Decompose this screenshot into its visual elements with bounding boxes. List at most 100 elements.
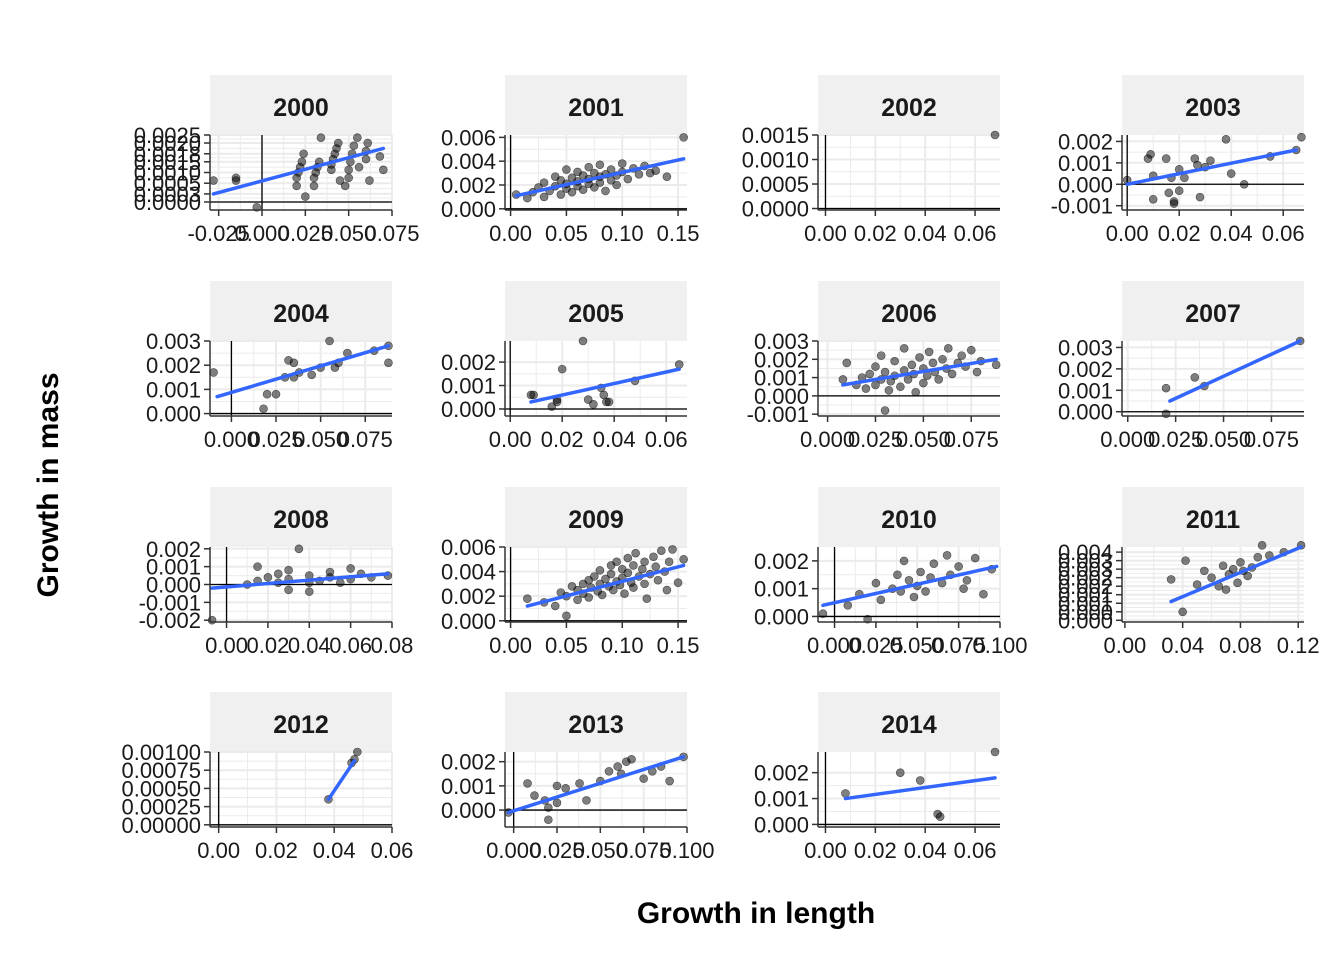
- data-point: [880, 367, 890, 377]
- facet-title: 2010: [881, 506, 937, 534]
- data-point: [567, 187, 577, 197]
- y-tick-label: 0.0015: [742, 123, 809, 148]
- data-point: [612, 180, 621, 190]
- y-tick-label: 0.004: [1058, 540, 1113, 565]
- facet-panel-2005: 2005 0.0000.0010.002 0.00 0.02 0.04 0.06: [441, 281, 688, 452]
- x-tick-label: 0.00: [1106, 221, 1149, 246]
- y-tick-label: 0.00000: [121, 813, 201, 838]
- data-point: [679, 133, 688, 142]
- data-point: [297, 157, 307, 167]
- data-point: [915, 776, 925, 785]
- y-tick-label: 0.00075: [121, 758, 201, 783]
- facet-strip: [210, 487, 392, 547]
- facet-title: 2005: [568, 300, 624, 328]
- data-point: [316, 133, 326, 142]
- x-tick-label: 0.04: [313, 838, 356, 863]
- y-tick-label: 0.0018: [134, 142, 201, 167]
- x-tick-label: 0.06: [645, 427, 688, 452]
- facet-strip: [505, 692, 687, 752]
- facet-title: 2013: [568, 711, 624, 739]
- data-point: [990, 747, 1000, 757]
- data-point: [575, 779, 584, 788]
- x-tick-label: 0.04: [1210, 221, 1253, 246]
- x-tick-label: 0.050: [293, 427, 348, 452]
- data-point: [573, 595, 582, 605]
- data-point: [604, 767, 614, 776]
- data-point: [604, 397, 614, 407]
- x-tick-label: 0.075: [616, 838, 671, 863]
- data-point: [934, 375, 943, 384]
- data-point: [838, 375, 848, 384]
- y-tick-label: 0.001: [441, 374, 496, 399]
- data-point: [361, 154, 371, 164]
- data-point: [1178, 607, 1187, 617]
- fit-line: [514, 157, 686, 198]
- data-point: [523, 779, 532, 788]
- data-point: [1195, 192, 1205, 202]
- data-point: [301, 192, 310, 201]
- y-tick-label: 0.003: [1058, 557, 1113, 582]
- y-tick-label: 0.00025: [121, 795, 201, 820]
- data-point: [1169, 199, 1179, 208]
- facet-strip: [818, 281, 1000, 341]
- data-point: [954, 562, 963, 571]
- data-point: [938, 354, 947, 364]
- data-point: [674, 360, 684, 369]
- fit-line: [211, 146, 386, 196]
- facet-panel-2011: 20110.0000.0000.0010.0010.0020.0020.0030…: [1058, 487, 1320, 658]
- data-point: [375, 152, 385, 161]
- y-tick-label: 0.00050: [121, 776, 201, 801]
- data-point: [651, 166, 661, 176]
- facet-strip: [210, 75, 392, 135]
- data-point: [865, 369, 875, 379]
- x-tick-label: 0.02: [255, 838, 298, 863]
- data-point: [962, 576, 972, 585]
- data-point: [629, 561, 638, 570]
- y-tick-label: 0.000: [441, 798, 496, 823]
- data-point: [584, 593, 594, 602]
- data-point: [578, 185, 588, 195]
- data-point: [1161, 154, 1171, 163]
- x-tick-label: 0.050: [890, 633, 945, 658]
- y-tick-label: 0.001: [1058, 378, 1113, 403]
- data-point: [1146, 149, 1155, 159]
- facet-panels: 20000.00000.00030.00050.00100.00150.0018…: [121, 75, 1320, 863]
- data-point: [354, 162, 364, 172]
- y-tick-label: 0.0020: [134, 131, 201, 156]
- data-point: [863, 614, 872, 624]
- y-tick-label: 0.003: [1058, 549, 1113, 574]
- fit-line: [841, 357, 998, 387]
- data-point: [335, 578, 345, 588]
- facet-strip: [818, 692, 1000, 752]
- data-point: [530, 791, 539, 800]
- data-point: [909, 592, 919, 602]
- x-tick-label: 0.08: [371, 633, 414, 658]
- x-tick-label: 0.10: [601, 633, 644, 658]
- facet-title: 2012: [273, 711, 329, 739]
- data-point: [653, 575, 663, 585]
- data-point: [1192, 580, 1202, 589]
- y-tick-label: 0.003: [146, 329, 201, 354]
- x-tick-label: 0.04: [288, 633, 331, 658]
- x-tick-label: 0.10: [601, 221, 644, 246]
- x-tick-label: 0.025: [248, 427, 303, 452]
- data-point: [1257, 540, 1267, 550]
- data-point: [1161, 383, 1171, 393]
- fit-line: [1168, 339, 1302, 403]
- x-tick-label: 0.075: [944, 427, 999, 452]
- x-tick-label: 0.06: [954, 221, 997, 246]
- y-tick-label: 0.002: [146, 537, 201, 562]
- facet-title: 2007: [1185, 300, 1241, 328]
- data-point: [899, 556, 909, 566]
- data-point: [1253, 552, 1263, 562]
- x-tick-label: 0.075: [1244, 427, 1299, 452]
- y-tick-label: 0.006: [441, 535, 496, 560]
- data-point: [346, 564, 355, 573]
- panel-background: [210, 752, 392, 827]
- data-point: [544, 803, 553, 812]
- data-point: [919, 378, 928, 388]
- data-point: [578, 336, 588, 346]
- x-tick-label: 0.00: [489, 221, 532, 246]
- x-tick-label: 0.025: [1148, 427, 1203, 452]
- data-point: [294, 544, 304, 554]
